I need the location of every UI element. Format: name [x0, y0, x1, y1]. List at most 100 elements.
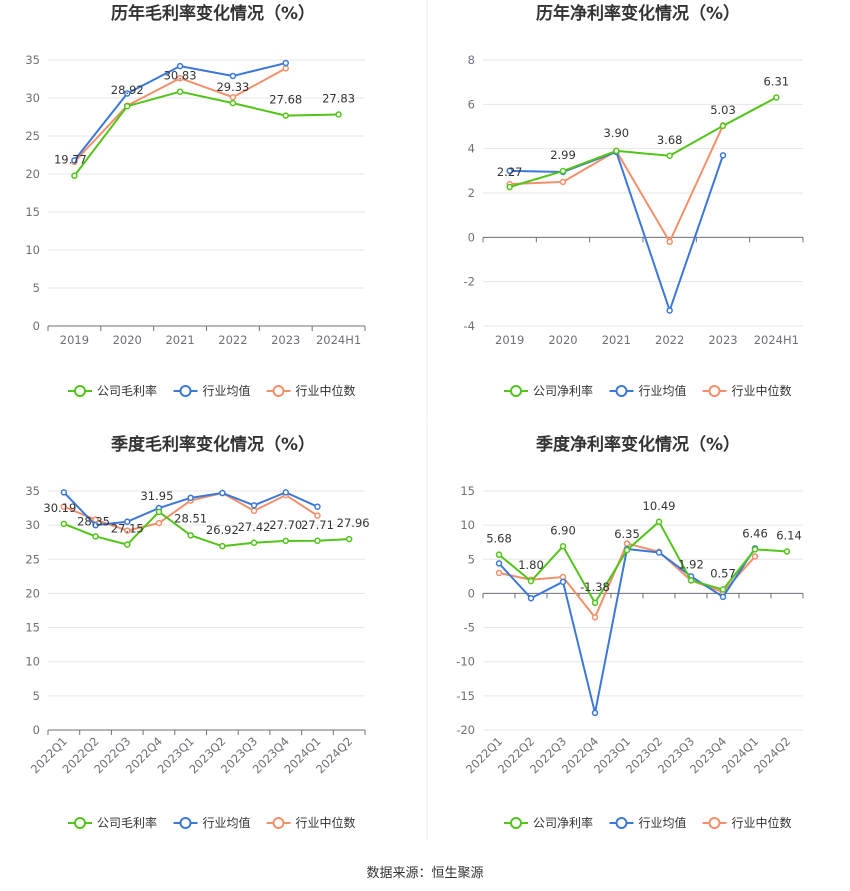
- data-point-company[interactable]: [282, 537, 289, 545]
- data-point-company[interactable]: [527, 577, 535, 585]
- data-label: 5.03: [710, 103, 736, 117]
- data-point-avg[interactable]: [495, 560, 503, 567]
- data-point-avg[interactable]: [229, 72, 237, 80]
- data-label: 28.51: [174, 511, 207, 525]
- legend-label[interactable]: 行业中位数: [732, 815, 792, 830]
- legend-swatch-marker[interactable]: [179, 385, 192, 397]
- data-point-avg[interactable]: [187, 494, 194, 502]
- data-point-avg[interactable]: [506, 167, 513, 175]
- data-point-company[interactable]: [559, 167, 567, 175]
- legend-label[interactable]: 公司毛利率: [97, 383, 157, 398]
- y-tick-label: 35: [25, 484, 40, 498]
- data-point-company[interactable]: [719, 586, 727, 593]
- data-point-avg[interactable]: [719, 152, 727, 159]
- data-point-company[interactable]: [92, 533, 99, 540]
- data-point-company[interactable]: [623, 546, 631, 554]
- legend-label[interactable]: 行业均值: [203, 383, 251, 398]
- data-point-company[interactable]: [187, 532, 194, 539]
- data-point-company[interactable]: [495, 551, 503, 558]
- data-point-avg[interactable]: [666, 307, 673, 314]
- legend-label[interactable]: 行业中位数: [296, 383, 356, 398]
- data-label: 27.42: [238, 520, 271, 534]
- data-point-company[interactable]: [613, 147, 620, 155]
- data-point-company[interactable]: [335, 111, 342, 118]
- data-point-median[interactable]: [155, 519, 163, 527]
- legend-label[interactable]: 行业均值: [639, 383, 687, 398]
- data-point-avg[interactable]: [219, 489, 226, 497]
- data-point-company[interactable]: [124, 102, 131, 110]
- data-point-median[interactable]: [229, 93, 237, 101]
- data-point-avg[interactable]: [527, 594, 535, 602]
- legend-swatch-marker[interactable]: [179, 817, 192, 829]
- data-point-median[interactable]: [282, 65, 289, 72]
- data-label: 3.90: [604, 126, 630, 140]
- data-point-company[interactable]: [687, 577, 695, 584]
- legend-label[interactable]: 行业中位数: [732, 383, 792, 398]
- legend-swatch-marker[interactable]: [272, 817, 285, 829]
- data-point-company[interactable]: [655, 518, 663, 526]
- legend-swatch-marker[interactable]: [615, 385, 628, 397]
- data-point-avg[interactable]: [124, 90, 131, 97]
- data-point-company[interactable]: [591, 599, 599, 607]
- data-point-avg[interactable]: [719, 593, 727, 601]
- data-point-avg[interactable]: [250, 502, 258, 509]
- data-point-median[interactable]: [250, 507, 258, 515]
- data-point-company[interactable]: [506, 183, 513, 191]
- legend-label[interactable]: 公司净利率: [533, 383, 593, 398]
- data-point-avg[interactable]: [71, 157, 78, 164]
- legend-swatch-marker[interactable]: [510, 385, 522, 397]
- data-point-median[interactable]: [176, 74, 184, 82]
- data-point-median[interactable]: [314, 512, 321, 519]
- data-point-company[interactable]: [219, 542, 226, 550]
- data-point-company[interactable]: [60, 520, 68, 528]
- data-point-company[interactable]: [773, 94, 780, 101]
- data-point-median[interactable]: [124, 527, 131, 534]
- legend-label[interactable]: 公司毛利率: [97, 815, 157, 830]
- legend-swatch-marker[interactable]: [615, 817, 628, 829]
- legend-label[interactable]: 行业均值: [203, 815, 251, 830]
- data-point-company[interactable]: [176, 88, 184, 95]
- data-point-company[interactable]: [751, 546, 759, 553]
- data-point-company[interactable]: [282, 112, 289, 119]
- data-point-company[interactable]: [124, 541, 131, 548]
- legend-label[interactable]: 行业均值: [639, 815, 687, 830]
- data-point-company[interactable]: [71, 172, 78, 179]
- legend-label[interactable]: 公司净利率: [533, 815, 593, 830]
- legend-swatch-marker[interactable]: [510, 817, 522, 829]
- data-point-avg[interactable]: [591, 709, 599, 717]
- data-point-company[interactable]: [666, 152, 673, 160]
- data-point-avg[interactable]: [176, 62, 184, 70]
- data-point-median[interactable]: [751, 553, 759, 560]
- data-point-median[interactable]: [591, 614, 599, 621]
- data-point-company[interactable]: [345, 535, 353, 543]
- data-point-avg[interactable]: [314, 503, 321, 510]
- legend-swatch-marker[interactable]: [74, 385, 86, 397]
- legend-swatch-marker[interactable]: [272, 385, 285, 397]
- data-point-avg[interactable]: [60, 489, 68, 496]
- data-point-company[interactable]: [250, 539, 258, 547]
- legend-swatch-marker[interactable]: [74, 817, 86, 829]
- data-point-median[interactable]: [60, 503, 68, 510]
- data-point-avg[interactable]: [282, 489, 289, 496]
- data-label: 6.31: [764, 74, 790, 88]
- data-point-company[interactable]: [559, 543, 567, 550]
- data-point-avg[interactable]: [655, 549, 663, 556]
- legend-swatch-marker[interactable]: [708, 817, 721, 829]
- y-tick-label: 0: [468, 586, 475, 600]
- data-point-avg[interactable]: [282, 59, 289, 67]
- data-point-median[interactable]: [495, 569, 503, 577]
- data-point-avg[interactable]: [124, 518, 131, 525]
- data-point-company[interactable]: [229, 99, 237, 107]
- legend-swatch-marker[interactable]: [708, 385, 721, 397]
- data-point-avg[interactable]: [559, 578, 567, 586]
- data-point-median[interactable]: [666, 238, 673, 246]
- data-point-company[interactable]: [783, 548, 791, 555]
- y-tick-label: 15: [460, 484, 475, 498]
- data-point-company[interactable]: [155, 508, 163, 516]
- data-point-median[interactable]: [559, 178, 567, 186]
- data-point-company[interactable]: [719, 122, 727, 130]
- legend-label[interactable]: 行业中位数: [296, 815, 356, 830]
- data-point-company[interactable]: [314, 537, 321, 545]
- data-point-avg[interactable]: [92, 521, 99, 529]
- data-point-median[interactable]: [623, 540, 631, 547]
